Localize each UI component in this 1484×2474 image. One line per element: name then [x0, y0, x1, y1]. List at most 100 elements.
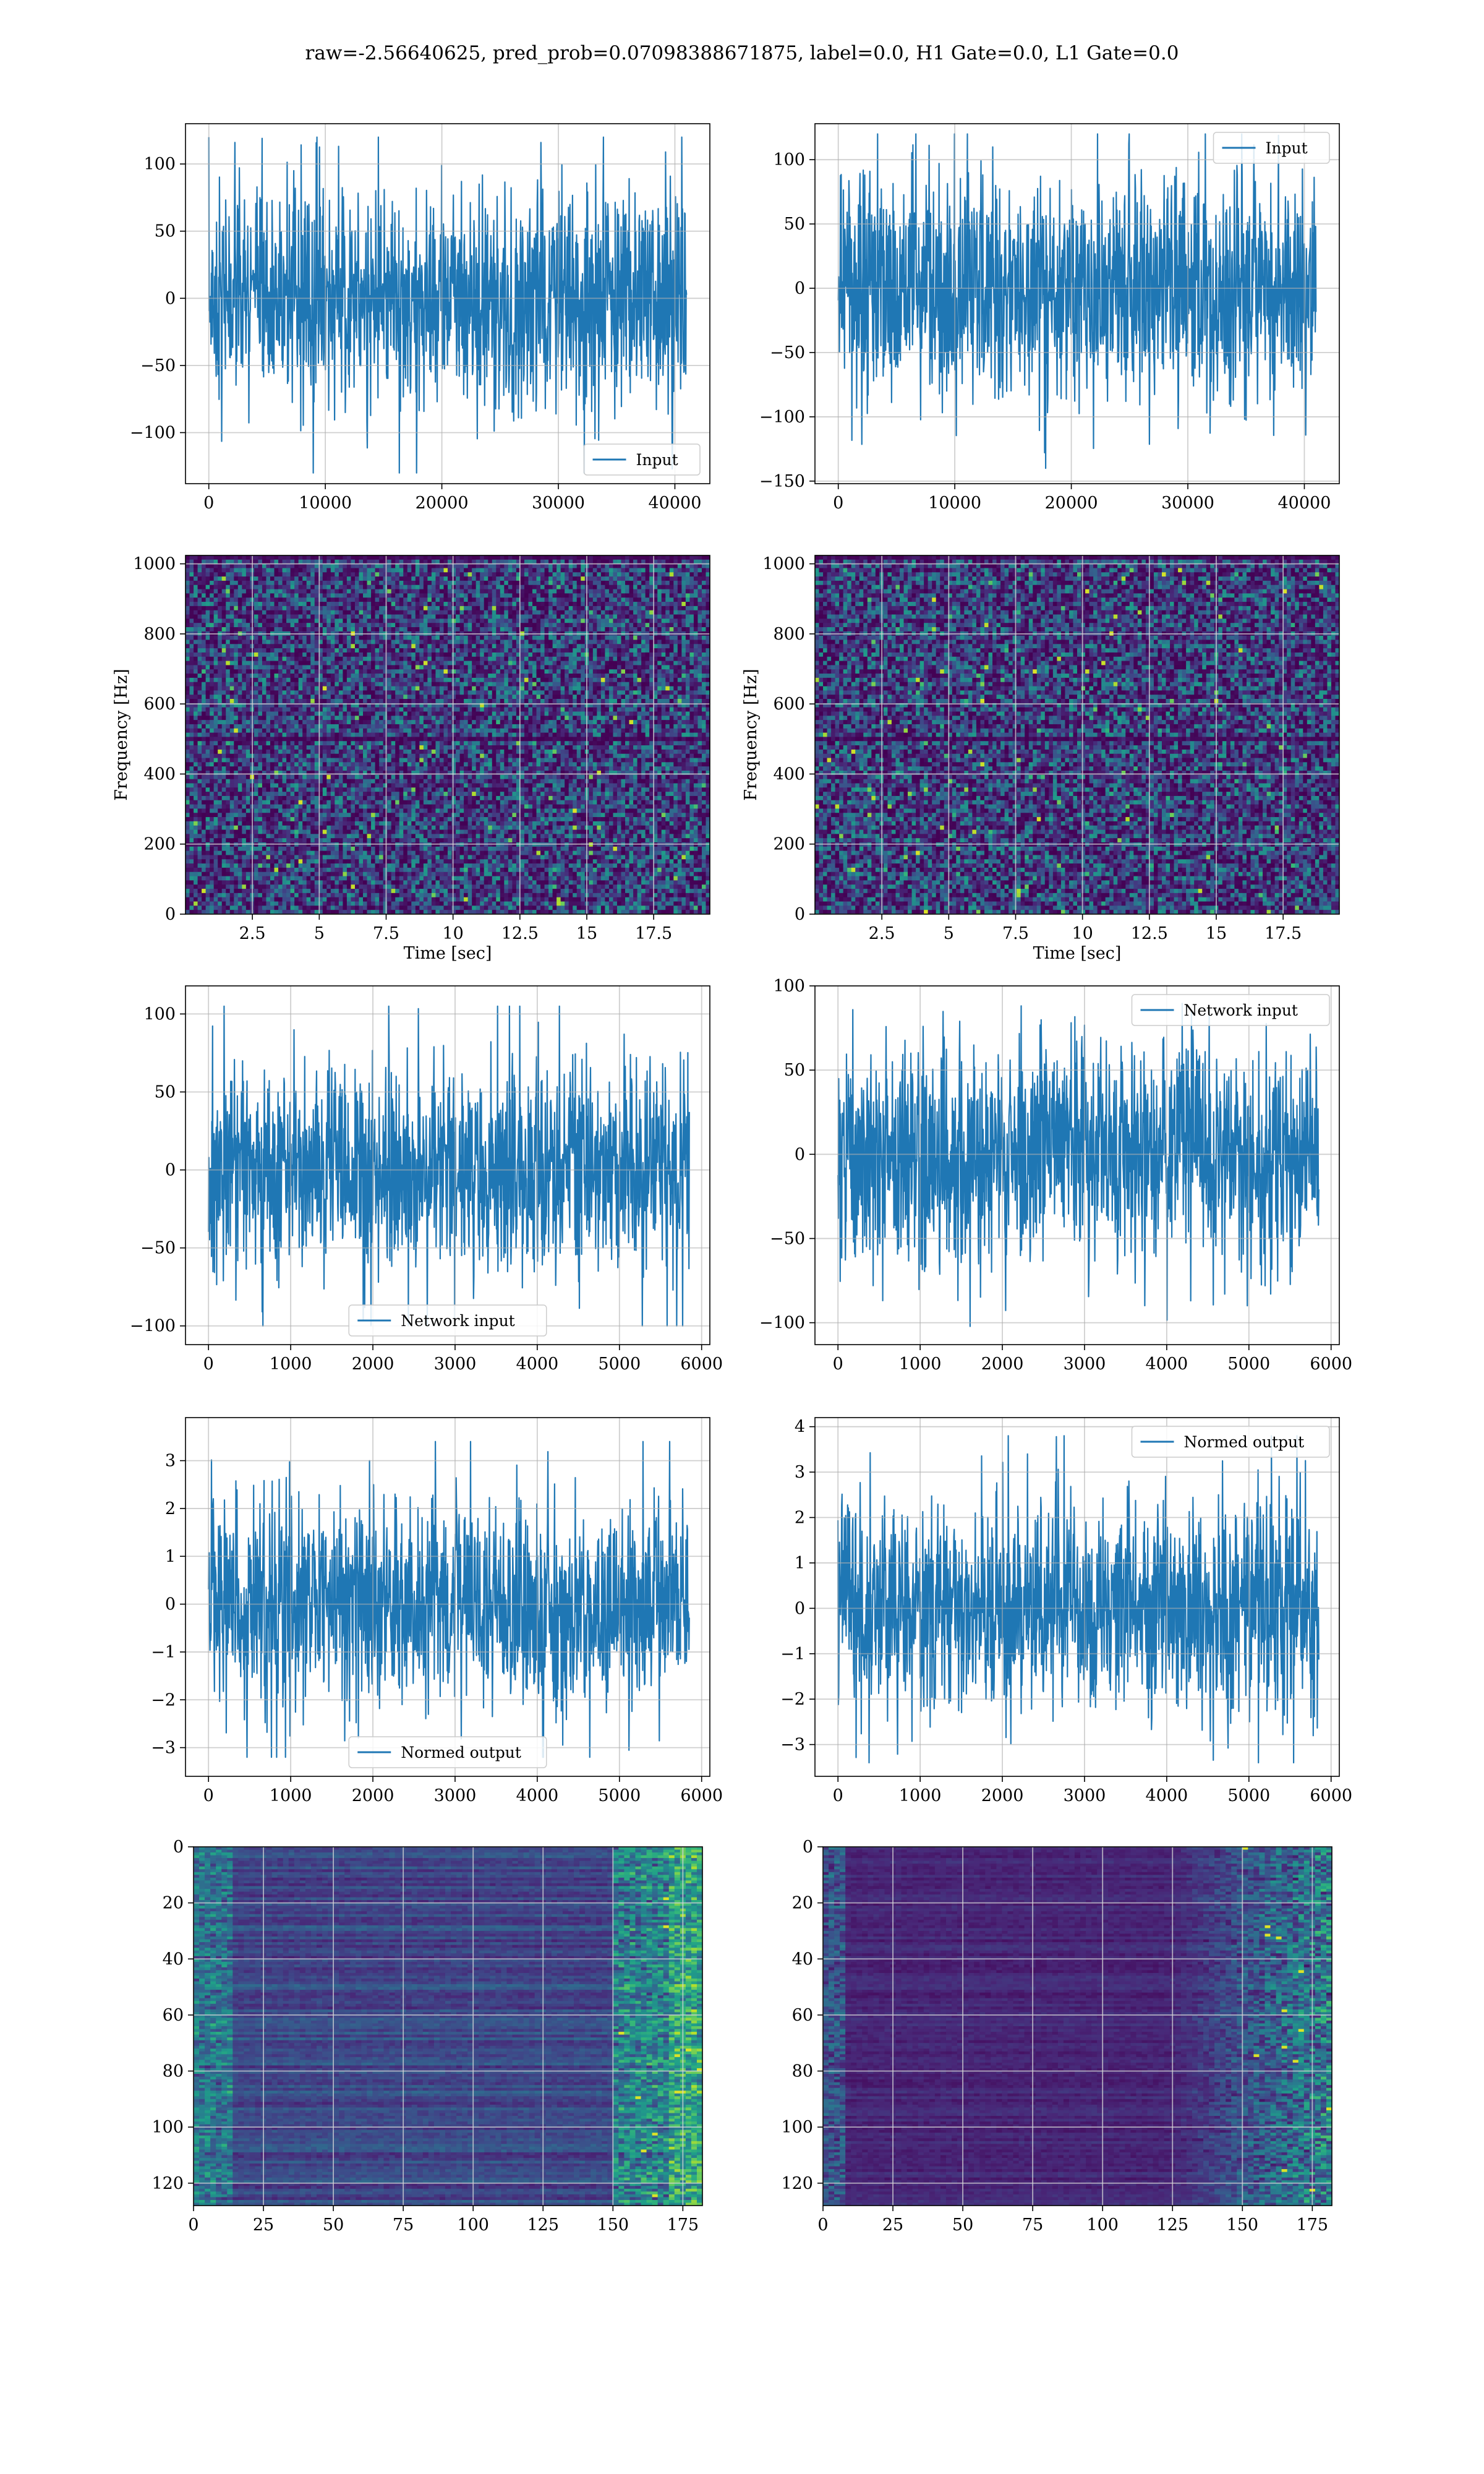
x-tick-label: 7.5	[373, 924, 399, 943]
x-tick-label: 175	[667, 2215, 699, 2235]
x-tick-label: 10000	[299, 494, 352, 513]
series-line	[837, 133, 1317, 469]
y-tick-label: 2	[165, 1499, 176, 1518]
grid-lines	[815, 555, 1339, 914]
y-tick-label: 100	[773, 977, 805, 996]
y-tick-label: 3	[165, 1452, 176, 1471]
axes-frame	[822, 1846, 1333, 2206]
y-tick-label: 0	[165, 905, 176, 924]
x-tick-label: 6000	[1310, 1355, 1352, 1374]
x-tick-label: 10	[1072, 924, 1093, 943]
x-tick-label: 20000	[416, 494, 469, 513]
y-tick-label: 40	[163, 1950, 184, 1969]
subplot-r5-c1: 0 25 50 75 100 125 150 175 0 20 40 60 80 100 120	[151, 1838, 703, 2235]
x-tick-label: 3000	[434, 1355, 477, 1374]
y-tick-label: 40	[792, 1950, 813, 1969]
series-line	[837, 1435, 1320, 1764]
legend: Input	[583, 443, 701, 476]
legend-box	[1131, 1426, 1330, 1458]
x-tick-label: 0	[817, 2215, 828, 2235]
legend-label: Network input	[1184, 1001, 1298, 1019]
axes-frame	[185, 985, 710, 1345]
grid-lines	[823, 1847, 1332, 2206]
x-tick-label: 5000	[1227, 1786, 1270, 1805]
y-tick-label: −3	[780, 1736, 805, 1755]
grid-lines	[815, 1418, 1339, 1776]
x-tick-label: 100	[457, 2215, 489, 2235]
y-tick-label: −2	[151, 1690, 176, 1710]
x-tick-label: 150	[597, 2215, 629, 2235]
ticks: 2.5 5 7.5 10 12.5 15 17.5 0 200 400 600 800 1000 Time…	[741, 555, 1302, 963]
y-tick-label: 100	[151, 2118, 184, 2137]
y-tick-label: −100	[130, 423, 176, 442]
x-tick-label: 50	[323, 2215, 344, 2235]
subplot-r4-c2: 0 1000 2000 3000 4000 5000 6000 −3 −2 −1 0 1 2 3 4 Norm…	[780, 1417, 1352, 1805]
y-tick-label: 0	[803, 1838, 813, 1857]
y-tick-label: 2	[795, 1509, 805, 1528]
heatmap-image	[815, 555, 1339, 914]
y-tick-label: −3	[151, 1739, 176, 1758]
x-tick-label: 1000	[270, 1786, 312, 1805]
y-tick-label: 1000	[762, 555, 805, 574]
x-tick-label: 1000	[899, 1355, 942, 1374]
legend-label: Normed output	[401, 1744, 521, 1761]
x-tick-label: 25	[253, 2215, 274, 2235]
x-tick-label: 6000	[680, 1786, 723, 1805]
subplot-r5-c2: 0 25 50 75 100 125 150 175 0 20 40 60 80 100 120	[781, 1838, 1333, 2235]
series-line	[208, 136, 688, 474]
y-tick-label: 1	[165, 1547, 176, 1566]
subplot-r2-c2: 2.5 5 7.5 10 12.5 15 17.5 0 200 400 600 800 1000 Time…	[741, 555, 1340, 963]
y-tick-label: 20	[792, 1894, 813, 1913]
y-tick-label: −100	[130, 1317, 176, 1336]
heatmap-image	[823, 1847, 1332, 2206]
heatmap-image	[186, 555, 710, 914]
x-tick-label: 15	[1206, 924, 1227, 943]
grid-lines	[194, 1847, 702, 2206]
legend-box	[348, 1736, 547, 1768]
grid-lines	[186, 1418, 710, 1776]
series-line	[208, 1440, 690, 1758]
y-tick-label: 60	[163, 2006, 184, 2025]
x-tick-label: 12.5	[501, 924, 539, 943]
x-tick-label: 1000	[270, 1355, 312, 1374]
x-tick-label: 0	[203, 494, 214, 513]
y-tick-label: 400	[773, 764, 805, 784]
x-tick-label: 3000	[1064, 1355, 1106, 1374]
y-tick-label: 50	[784, 1061, 805, 1080]
y-tick-label: 0	[173, 1838, 184, 1857]
y-tick-label: −1	[780, 1645, 805, 1664]
y-tick-label: 100	[143, 1004, 176, 1024]
x-tick-label: 15	[576, 924, 597, 943]
x-tick-label: 7.5	[1002, 924, 1029, 943]
y-tick-label: 120	[781, 2174, 813, 2193]
y-tick-label: 0	[795, 1145, 805, 1164]
subplot-r3-c2: 0 1000 2000 3000 4000 5000 6000 −100 −50 0 50 100 Ne…	[759, 977, 1352, 1374]
x-tick-label: 0	[203, 1786, 214, 1805]
axes-frame	[814, 985, 1340, 1345]
legend-label: Input	[1266, 139, 1308, 157]
x-tick-label: 0	[833, 1355, 843, 1374]
legend: Network input	[1131, 994, 1330, 1026]
y-tick-label: 0	[795, 1599, 805, 1618]
x-tick-label: 125	[1156, 2215, 1188, 2235]
x-tick-label: 50	[952, 2215, 973, 2235]
y-tick-label: 800	[773, 625, 805, 644]
series-line	[837, 1003, 1320, 1327]
x-tick-label: 125	[527, 2215, 559, 2235]
x-tick-label: 2000	[981, 1786, 1024, 1805]
x-tick-label: 2000	[352, 1786, 394, 1805]
y-tick-label: −50	[140, 1239, 176, 1258]
x-tick-label: 3000	[434, 1786, 477, 1805]
y-tick-label: −50	[770, 343, 805, 362]
x-tick-label: 12.5	[1131, 924, 1168, 943]
subplot-r2-c1: 2.5 5 7.5 10 12.5 15 17.5 0 200 400 600 800 1000 Time…	[112, 555, 710, 963]
legend-box	[348, 1304, 547, 1337]
legend: Input	[1213, 132, 1330, 164]
ticks: 0 10000 20000 30000 40000 −100 −50 0 50 100	[130, 155, 702, 513]
legend-label: Normed output	[1184, 1433, 1305, 1451]
legend-label: Network input	[401, 1312, 514, 1330]
axes-frame	[814, 123, 1340, 484]
ticks: 0 1000 2000 3000 4000 5000 6000 −3 −2 −1 0 1 2 3	[151, 1452, 723, 1805]
grid-lines	[815, 124, 1339, 484]
y-tick-label: −2	[780, 1690, 805, 1709]
